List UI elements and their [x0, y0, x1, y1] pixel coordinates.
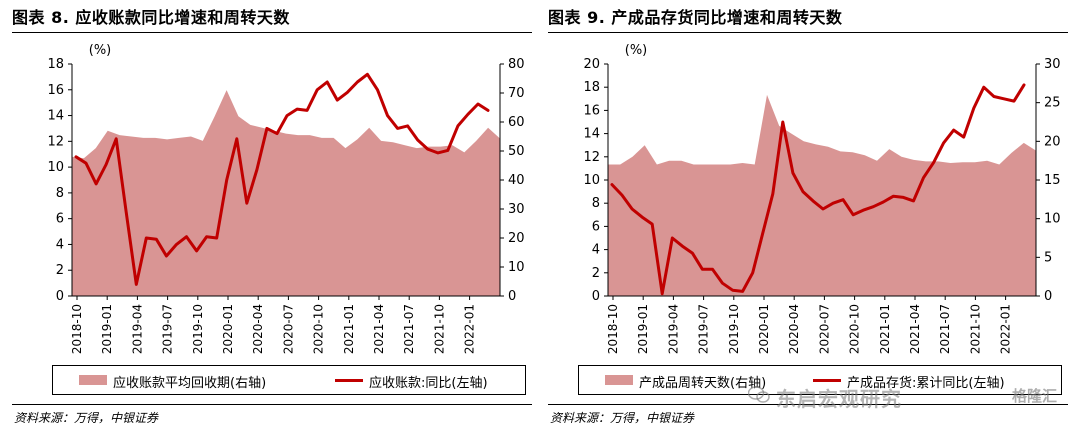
x-tick-label: 2020-01: [757, 304, 771, 354]
legend-label-area: 应收账款平均回收期(右轴): [113, 376, 267, 391]
right-tick-label: 20: [508, 231, 525, 246]
legend-label-line: 应收账款:同比(左轴): [369, 376, 488, 391]
left-tick-label: 6: [592, 219, 600, 234]
x-tick-label: 2019-01: [636, 304, 650, 354]
line-series: [74, 72, 490, 286]
right-tick-label: 80: [508, 57, 525, 72]
right-tick-label: 0: [1044, 289, 1052, 304]
chart-title: 图表 8. 应收账款同比增速和周转天数: [12, 8, 290, 27]
source-note: 资料来源：万得，中银证券: [550, 411, 695, 425]
x-tick-label: 2022-01: [999, 304, 1013, 354]
x-tick-label: 2021-10: [432, 304, 446, 354]
left-unit-label: (%): [625, 43, 648, 58]
chart-title: 图表 9. 产成品存货同比增速和周转天数: [548, 8, 843, 27]
left-tick-label: 16: [583, 103, 600, 118]
x-tick-label: 2020-10: [848, 304, 862, 354]
left-tick-label: 4: [592, 243, 600, 258]
right-tick-label: 40: [508, 173, 525, 188]
line-series: [610, 83, 1026, 296]
legend-label-area: 产成品周转天数(右轴): [639, 376, 767, 391]
x-tick-label: 2020-07: [281, 304, 295, 354]
source-rule: [12, 404, 532, 405]
right-tick-label: 20: [1044, 134, 1061, 149]
chart-plot: 0 2 4 6 8 10 12 14 16 18 0 10 20 30 40 50 60 70 80 (%) 2018-…: [47, 43, 525, 354]
left-tick-label: 20: [583, 57, 600, 72]
chart-legend: 产成品周转天数(右轴) 产成品存货:累计同比(左轴): [578, 365, 1062, 395]
left-tick-label: 2: [56, 263, 64, 278]
x-tick-label: 2020-07: [817, 304, 831, 354]
right-tick-label: 15: [1044, 173, 1061, 188]
right-tick-label: 25: [1044, 96, 1061, 111]
area-series: [72, 90, 500, 296]
x-tick-label: 2020-04: [787, 304, 801, 354]
left-tick-label: 0: [56, 289, 64, 304]
title-rule: [12, 32, 532, 33]
chart-plot: 0 2 4 6 8 10 12 14 16 18 20 0 5 10 15 20 25 30 (%) 2018-10 2…: [583, 43, 1061, 354]
legend-swatch-line: [813, 379, 841, 382]
x-tick-label: 2021-04: [372, 304, 386, 354]
legend-swatch-line: [335, 379, 363, 382]
x-tick-label: 2021-01: [342, 304, 356, 354]
left-tick-label: 18: [583, 80, 600, 95]
right-tick-label: 50: [508, 144, 525, 159]
chart-legend: 应收账款平均回收期(右轴) 应收账款:同比(左轴): [52, 365, 526, 395]
legend-swatch-area: [79, 375, 107, 385]
left-tick-label: 8: [56, 186, 64, 201]
source-note: 资料来源：万得，中银证券: [14, 411, 159, 425]
x-tick-label: 2019-07: [161, 304, 175, 354]
right-tick-label: 70: [508, 86, 525, 101]
legend-label-line: 产成品存货:累计同比(左轴): [847, 376, 1005, 391]
x-tick-label: 2021-04: [908, 304, 922, 354]
x-tick-label: 2021-01: [878, 304, 892, 354]
x-tick-label: 2019-10: [191, 304, 205, 354]
left-tick-label: 12: [583, 150, 600, 165]
left-tick-label: 0: [592, 289, 600, 304]
left-tick-label: 12: [47, 134, 64, 149]
right-tick-label: 10: [508, 260, 525, 275]
area-series: [608, 94, 1036, 297]
x-tick-label: 2019-04: [130, 304, 144, 354]
x-tick-label: 2020-01: [221, 304, 235, 354]
x-tick-label: 2021-10: [968, 304, 982, 354]
x-tick-label: 2020-04: [251, 304, 265, 354]
title-rule: [548, 32, 1068, 33]
left-tick-label: 2: [592, 266, 600, 281]
x-tick-label: 2019-01: [100, 304, 114, 354]
right-tick-label: 60: [508, 115, 525, 130]
x-tick-label: 2021-07: [938, 304, 952, 354]
x-tick-label: 2022-01: [463, 304, 477, 354]
chart-panel-inventory: 图表 9. 产成品存货同比增速和周转天数 0 2 4 6 8 10 12 14 16 18 20 0 5…: [548, 0, 1078, 440]
left-tick-label: 16: [47, 83, 64, 98]
x-tick-label: 2019-04: [666, 304, 680, 354]
x-tick-label: 2020-10: [312, 304, 326, 354]
left-tick-label: 8: [592, 196, 600, 211]
right-tick-label: 0: [508, 289, 516, 304]
watermark-text: 东启宏观研究: [776, 387, 902, 411]
left-tick-label: 10: [583, 173, 600, 188]
left-tick-label: 10: [47, 160, 64, 175]
left-tick-label: 14: [583, 127, 600, 142]
left-unit-label: (%): [89, 43, 112, 58]
left-tick-label: 6: [56, 212, 64, 227]
right-tick-label: 10: [1044, 212, 1061, 227]
wechat-icon: [748, 386, 770, 403]
left-tick-label: 14: [47, 109, 64, 124]
source-rule: [548, 404, 1068, 405]
x-tick-label: 2019-10: [727, 304, 741, 354]
legend-swatch-area: [605, 375, 633, 385]
left-tick-label: 4: [56, 237, 64, 252]
chart-panel-receivables: 图表 8. 应收账款同比增速和周转天数 0 2 4 6 8 10 12 14 16 18 0 10 20…: [12, 0, 542, 440]
right-tick-label: 5: [1044, 250, 1052, 265]
right-tick-label: 30: [1044, 57, 1061, 72]
x-tick-label: 2019-07: [697, 304, 711, 354]
x-tick-label: 2021-07: [402, 304, 416, 354]
x-tick-label: 2018-10: [606, 304, 620, 354]
right-tick-label: 30: [508, 202, 525, 217]
watermark-brand: 格隆汇: [1012, 387, 1058, 405]
x-tick-label: 2018-10: [70, 304, 84, 354]
left-tick-label: 18: [47, 57, 64, 72]
